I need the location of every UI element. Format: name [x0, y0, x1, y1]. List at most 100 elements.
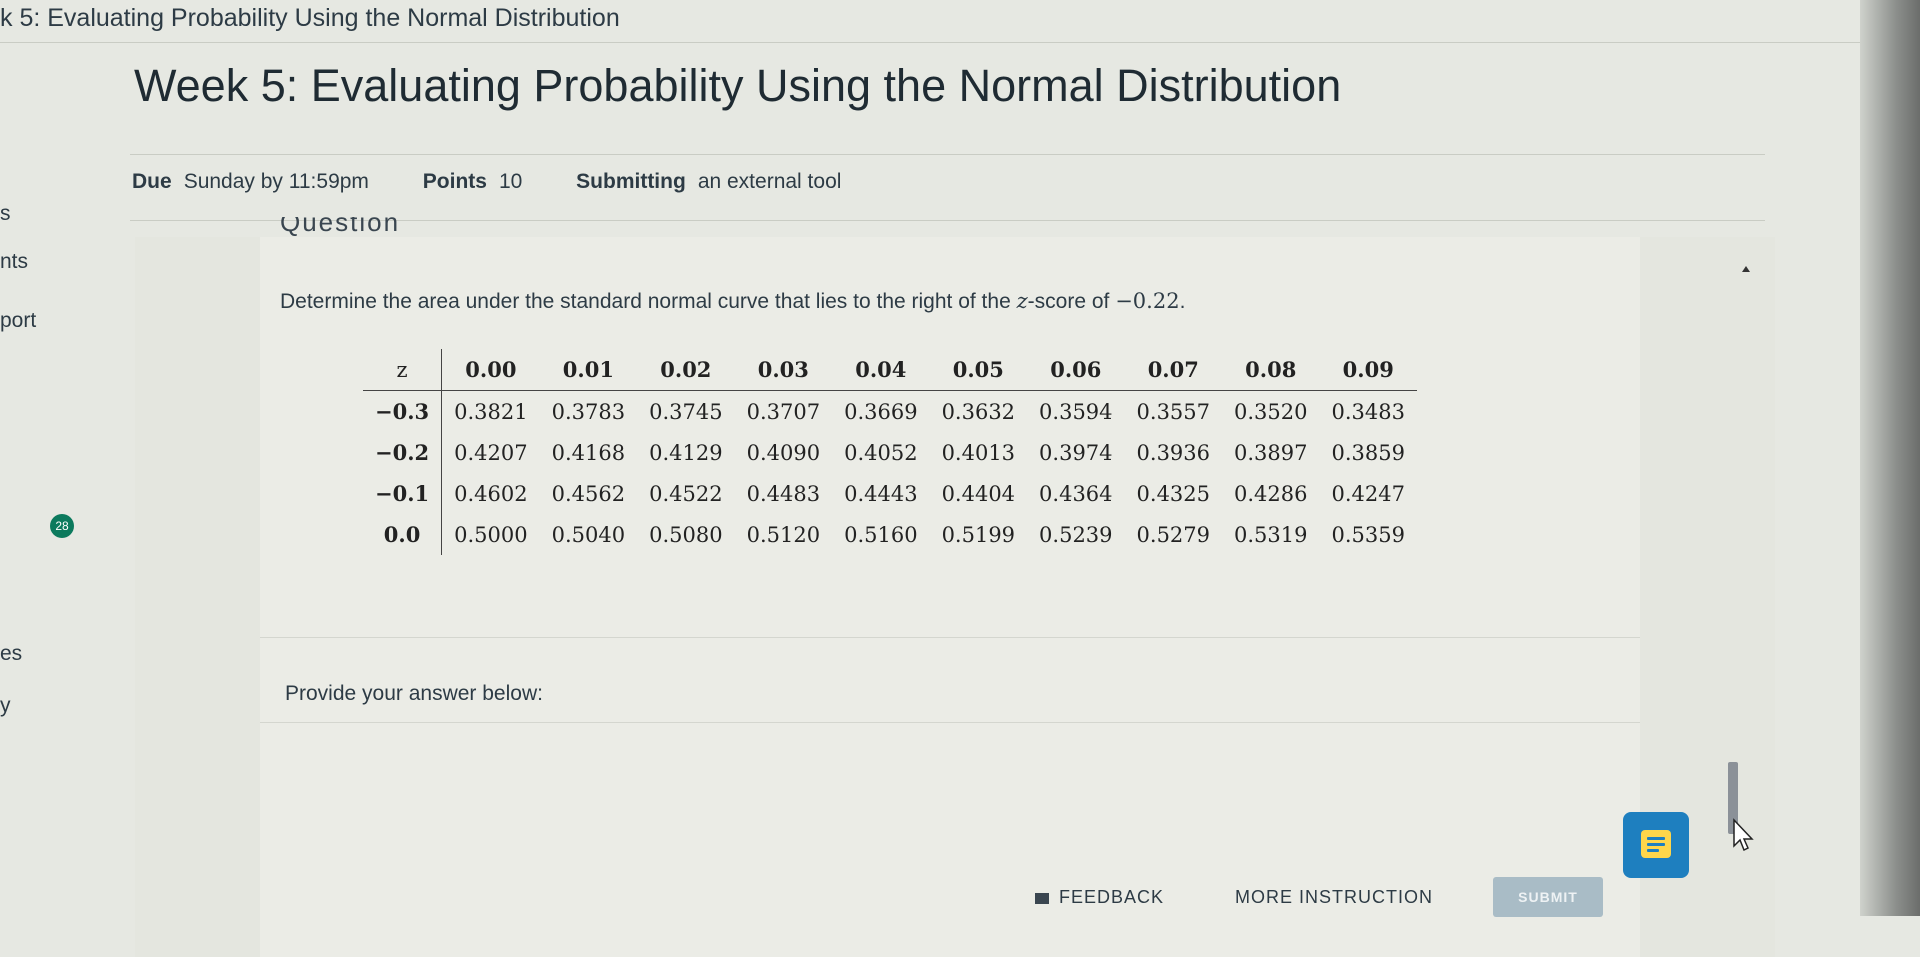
z-table-column-header: 0.05	[929, 349, 1028, 391]
scrollbar-thumb[interactable]	[1728, 762, 1738, 834]
z-row-label: −0.1	[363, 473, 443, 514]
table-cell: 0.4090	[746, 440, 821, 465]
table-cell: 0.5160	[844, 522, 918, 547]
feedback-label: FEEDBACK	[1059, 887, 1165, 907]
question-heading: Question	[280, 217, 401, 237]
z-table-column-header: 0.09	[1319, 349, 1417, 391]
points-label: Points	[422, 170, 487, 193]
submit-button[interactable]: SUBMIT	[1493, 877, 1603, 917]
more-instruction-label: MORE INSTRUCTION	[1235, 887, 1433, 907]
table-cell: 0.4207	[454, 440, 528, 465]
submitting-value: an external tool	[697, 170, 842, 193]
z-score-value: −0.22	[1115, 289, 1180, 313]
table-cell: 0.5319	[1234, 522, 1308, 547]
table-cell: 0.4286	[1234, 481, 1308, 506]
page-title: Week 5: Evaluating Probability Using the…	[134, 60, 1342, 111]
more-instruction-button[interactable]: MORE INSTRUCTION	[1235, 887, 1433, 908]
details-divider	[130, 220, 1765, 221]
table-cell: 0.5359	[1331, 522, 1405, 547]
screen-bezel	[1860, 0, 1920, 916]
breadcrumb-bar: k 5: Evaluating Probability Using the No…	[0, 0, 1920, 43]
z-table-column-header: 0.01	[539, 349, 638, 391]
question-text-end: .	[1179, 290, 1186, 313]
z-symbol: z	[1016, 289, 1028, 313]
scroll-up-arrow-icon[interactable]	[1742, 266, 1750, 272]
table-cell: 0.4013	[941, 440, 1016, 465]
z-row-label: −0.2	[363, 432, 443, 473]
feedback-icon	[1035, 892, 1049, 904]
table-cell: 0.3897	[1234, 440, 1308, 465]
table-cell: 0.3821	[454, 399, 528, 424]
table-cell: 0.4562	[551, 481, 626, 506]
table-cell: 0.5040	[551, 522, 626, 547]
table-cell: 0.3557	[1136, 399, 1211, 424]
table-cell: 0.4404	[941, 481, 1016, 506]
due-label: Due	[132, 170, 172, 193]
table-cell: 0.5199	[941, 522, 1016, 547]
z-table-column-header: 0.04	[832, 349, 930, 391]
answer-prompt: Provide your answer below:	[285, 682, 543, 705]
table-cell: 0.3520	[1234, 399, 1308, 424]
table-cell: 0.4443	[844, 481, 918, 506]
table-cell: 0.5080	[649, 522, 723, 547]
table-cell: 0.5239	[1039, 522, 1113, 547]
table-cell: 0.4247	[1331, 481, 1405, 506]
question-panel	[260, 237, 1640, 957]
table-cell: 0.3483	[1331, 399, 1405, 424]
table-cell: 0.5279	[1136, 522, 1211, 547]
submitting-label: Submitting	[576, 170, 686, 193]
chat-icon	[1641, 830, 1671, 858]
question-text-middle: -score of	[1027, 290, 1116, 313]
table-cell: 0.3707	[746, 399, 821, 424]
table-cell: 0.3594	[1039, 399, 1113, 424]
nav-item-3[interactable]: es	[0, 642, 23, 665]
table-cell: 0.4129	[649, 440, 723, 465]
table-row: −0.3 0.3821 0.3783 0.3745 0.3707 0.3669 …	[363, 390, 1417, 432]
feedback-button[interactable]: FEEDBACK	[1035, 887, 1164, 908]
z-table-column-header: 0.06	[1027, 349, 1125, 391]
points-value: 10	[498, 170, 523, 193]
table-cell: 0.3745	[649, 399, 723, 424]
table-divider	[260, 637, 1640, 638]
table-cell: 0.5000	[454, 522, 528, 547]
nav-item-1[interactable]: nts	[0, 250, 29, 273]
table-row: 0.0 0.5000 0.5040 0.5080 0.5120 0.5160 0…	[363, 514, 1417, 555]
z-table: z 0.00 0.01 0.02 0.03 0.04 0.05 0.06 0.0…	[363, 349, 1417, 555]
z-table-column-header: 0.08	[1222, 349, 1320, 391]
table-cell: 0.4364	[1039, 481, 1113, 506]
answer-divider	[260, 722, 1640, 723]
nav-item-2[interactable]: port	[0, 309, 37, 332]
notification-badge: 28	[50, 514, 74, 538]
z-table-header-row: z 0.00 0.01 0.02 0.03 0.04 0.05 0.06 0.0…	[363, 349, 1417, 391]
table-cell: 0.3974	[1039, 440, 1113, 465]
breadcrumb[interactable]: k 5: Evaluating Probability Using the No…	[0, 4, 620, 32]
z-table-column-header: 0.00	[441, 349, 540, 391]
z-table-corner: z	[363, 349, 443, 391]
table-cell: 0.5120	[746, 522, 821, 547]
table-cell: 0.4602	[454, 481, 528, 506]
z-row-label: −0.3	[363, 390, 443, 432]
z-table-column-header: 0.03	[734, 349, 833, 391]
table-row: −0.2 0.4207 0.4168 0.4129 0.4090 0.4052 …	[363, 432, 1417, 473]
cursor-arrow-icon	[1733, 818, 1754, 852]
table-cell: 0.4325	[1136, 481, 1211, 506]
table-row: −0.1 0.4602 0.4562 0.4522 0.4483 0.4443 …	[363, 473, 1417, 514]
external-tool-frame: Question Determine the area under the st…	[135, 217, 1775, 957]
nav-item-4[interactable]: y	[0, 694, 11, 717]
table-cell: 0.3859	[1331, 440, 1405, 465]
z-table-column-header: 0.07	[1124, 349, 1223, 391]
table-cell: 0.4168	[551, 440, 626, 465]
question-text: Determine the area under the standard no…	[280, 289, 1185, 314]
assignment-content: Week 5: Evaluating Probability Using the…	[130, 42, 1775, 957]
table-cell: 0.4052	[844, 440, 918, 465]
table-cell: 0.4483	[746, 481, 821, 506]
title-divider	[130, 154, 1765, 155]
z-table-column-header: 0.02	[637, 349, 735, 391]
table-cell: 0.3783	[551, 399, 626, 424]
table-cell: 0.4522	[649, 481, 723, 506]
nav-item-0[interactable]: s	[0, 202, 11, 225]
table-cell: 0.3669	[844, 399, 918, 424]
question-text-start: Determine the area under the standard no…	[280, 290, 1017, 313]
assignment-details: Due Sunday by 11:59pm Points 10 Submitting…	[132, 170, 889, 194]
chat-button[interactable]	[1623, 812, 1689, 878]
